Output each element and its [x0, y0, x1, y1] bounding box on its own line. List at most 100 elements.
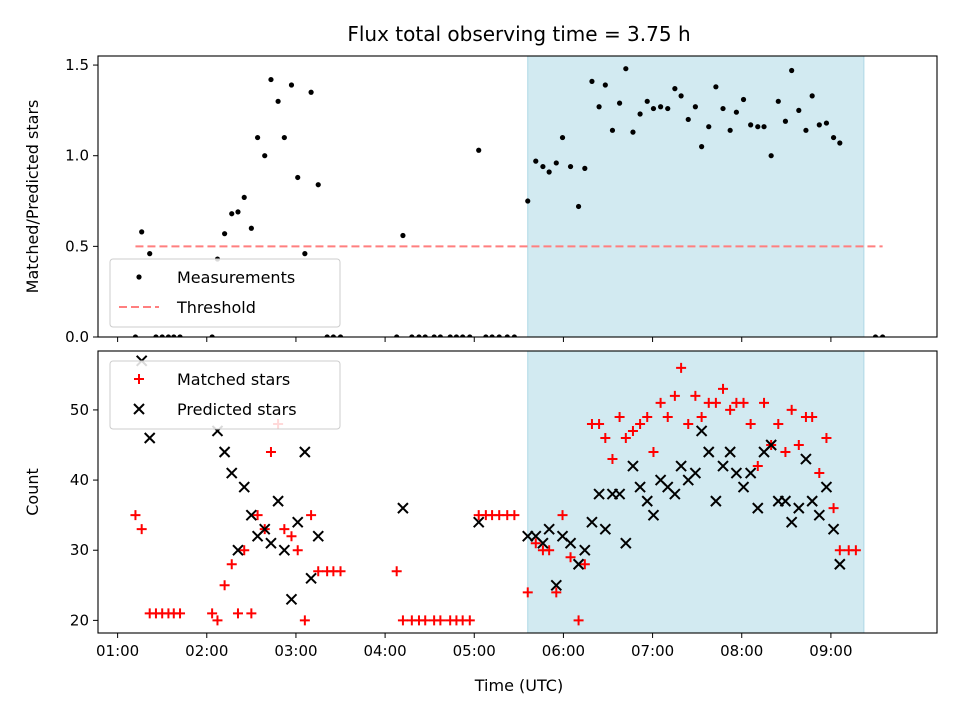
measurement-point — [809, 93, 815, 99]
predicted-point — [717, 460, 729, 472]
matched-point — [522, 587, 533, 598]
measurement-point — [609, 127, 616, 133]
measurement-point — [511, 334, 517, 337]
predicted-point — [245, 509, 258, 521]
matched-point — [614, 411, 625, 422]
matched-point — [551, 587, 562, 598]
predicted-point — [627, 460, 639, 472]
measurement-point — [692, 104, 698, 110]
predicted-point — [232, 544, 244, 556]
predicted-point — [813, 509, 826, 521]
matched-point — [696, 411, 707, 422]
predicted-point — [752, 502, 764, 514]
predicted-point — [800, 453, 812, 465]
measurement-point — [422, 334, 428, 337]
x-tick-label: 08:00 — [720, 642, 763, 660]
measurement-point — [496, 334, 502, 337]
panel-bottom: 01:00 02:00 03:00 04:00 05:00 06:00 07:00 08:00… — [23, 350, 938, 660]
measurement-point — [132, 334, 139, 337]
matched-point — [745, 418, 756, 429]
measurement-point — [837, 140, 843, 146]
matched-point — [464, 615, 475, 626]
matched-point — [226, 559, 237, 570]
predicted-point — [599, 523, 612, 535]
measurement-point — [567, 163, 574, 170]
matched-point — [391, 566, 402, 577]
measurement-point — [437, 334, 443, 337]
measurement-point — [159, 334, 165, 337]
measurement-point — [447, 334, 453, 337]
plot-area — [132, 56, 886, 337]
measurement-point — [713, 84, 719, 90]
measurement-point — [768, 153, 774, 159]
x-tick-label: 07:00 — [631, 642, 674, 660]
measurement-point — [165, 334, 172, 337]
measurement-point — [553, 160, 559, 166]
y-tick-label: 0.5 — [65, 237, 89, 255]
predicted-point — [537, 537, 549, 549]
measurement-point — [460, 334, 466, 337]
matched-point — [565, 552, 576, 563]
predicted-point — [744, 467, 757, 479]
legend-label: Predicted stars — [177, 400, 297, 419]
x-tick-label: 03:00 — [274, 642, 317, 660]
matched-point — [207, 608, 218, 619]
measurement-point — [706, 124, 712, 130]
matched-point — [620, 432, 631, 443]
measurement-point — [281, 134, 287, 141]
matched-point — [279, 524, 290, 535]
measurement-point — [177, 334, 183, 337]
measurement-point — [823, 120, 830, 126]
matched-point — [738, 397, 749, 408]
measurement-point — [755, 124, 761, 130]
predicted-point — [737, 481, 750, 493]
predicted-point — [634, 481, 646, 493]
predicted-point — [647, 509, 660, 521]
predicted-point — [473, 516, 485, 528]
measurement-point — [720, 105, 726, 112]
measurement-point — [147, 251, 153, 257]
predicted-point — [272, 495, 284, 507]
measurement-point — [540, 163, 546, 170]
measurement-point — [789, 67, 795, 74]
legend-marker — [134, 374, 144, 384]
predicted-point — [572, 558, 585, 570]
matched-point — [232, 608, 243, 619]
matched-point — [828, 503, 839, 514]
legend-label: Threshold — [176, 298, 256, 317]
y-tick-label: 20 — [70, 611, 89, 629]
predicted-point — [299, 446, 311, 458]
y-axis-label: Matched/Predicted stars — [23, 100, 42, 294]
predicted-point — [827, 523, 840, 535]
measurement-point — [616, 100, 623, 106]
measurement-point — [394, 334, 400, 337]
measurement-point — [685, 116, 691, 123]
predicted-point — [695, 425, 708, 437]
measurement-point — [650, 105, 657, 112]
matched-point — [773, 418, 784, 429]
predicted-point — [689, 467, 702, 479]
measurement-point — [302, 251, 308, 257]
x-tick-label: 04:00 — [363, 642, 406, 660]
matched-point — [627, 425, 638, 436]
matched-point — [662, 411, 673, 422]
matched-point — [648, 447, 659, 458]
matched-point — [752, 461, 763, 472]
matched-point — [807, 411, 818, 422]
predicted-point — [620, 537, 632, 549]
predicted-point — [586, 516, 598, 528]
y-tick-label: 0.0 — [65, 328, 89, 346]
measurement-point — [504, 334, 510, 337]
matched-point — [579, 559, 590, 570]
matched-point — [239, 545, 250, 556]
predicted-point — [265, 537, 277, 549]
predicted-point — [564, 537, 577, 549]
matched-point — [175, 608, 186, 619]
y-axis-ticks: 20 30 40 50 — [70, 401, 98, 629]
predicted-point — [785, 516, 798, 528]
matched-point — [292, 545, 303, 556]
plot-area — [130, 351, 865, 633]
measurement-point — [748, 122, 754, 128]
measurement-point — [262, 153, 268, 159]
measurement-point — [489, 334, 495, 337]
